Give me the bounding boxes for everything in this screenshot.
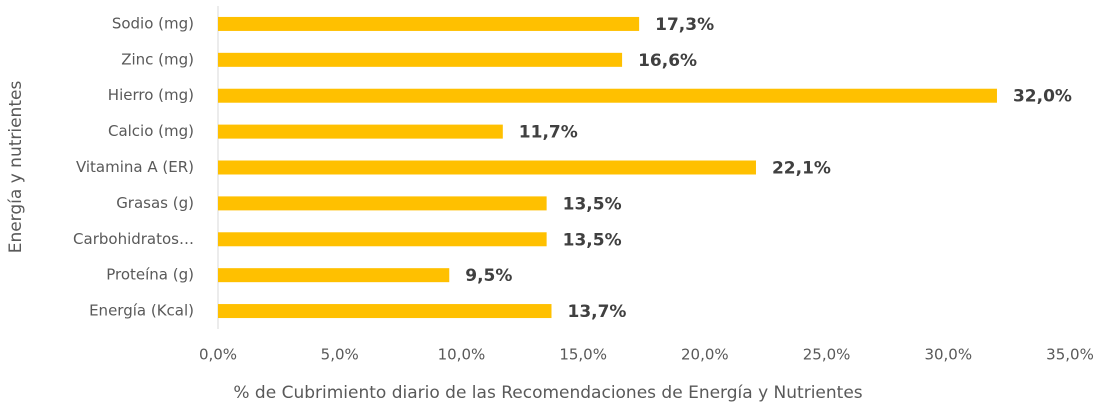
y-tick-label: Zinc (mg) [121,50,194,68]
data-label: 9,5% [465,266,512,286]
x-tick-label: 10,0% [438,346,486,364]
y-tick-label: Sodio (mg) [112,14,194,32]
y-tick-label: Energía (Kcal) [89,302,194,320]
bar [218,88,997,103]
y-tick-label: Proteína (g) [106,266,194,284]
data-label: 17,3% [655,15,714,35]
x-axis-label: % de Cubrimiento diario de las Recomenda… [233,383,862,403]
x-tick-label: 20,0% [681,346,729,364]
x-tick-label: 5,0% [321,346,359,364]
x-tick-label: 30,0% [924,346,972,364]
bar [218,196,547,211]
bar [218,16,640,31]
y-tick-label: Hierro (mg) [108,86,194,104]
x-tick-label: 25,0% [803,346,851,364]
y-tick-label: Vitamina A (ER) [76,158,194,176]
x-tick-label: 0,0% [199,346,237,364]
y-tick-label: Calcio (mg) [108,122,194,140]
x-tick-label: 35,0% [1046,346,1094,364]
bar [218,124,503,139]
data-label: 11,7% [519,123,578,143]
data-label: 22,1% [772,159,831,179]
data-label: 32,0% [1013,87,1072,107]
data-label: 13,5% [563,194,622,214]
bar [218,304,552,319]
bar [218,232,547,247]
data-label: 13,7% [567,302,626,322]
bar [218,52,623,67]
data-label: 16,6% [638,51,697,71]
y-tick-label: Grasas (g) [116,194,194,212]
data-label: 13,5% [563,230,622,250]
x-tick-label: 15,0% [559,346,607,364]
y-tick-label: Carbohidratos… [73,230,194,248]
bar [218,160,756,175]
y-axis-label: Energía y nutrientes [6,81,26,254]
bar [218,268,450,283]
